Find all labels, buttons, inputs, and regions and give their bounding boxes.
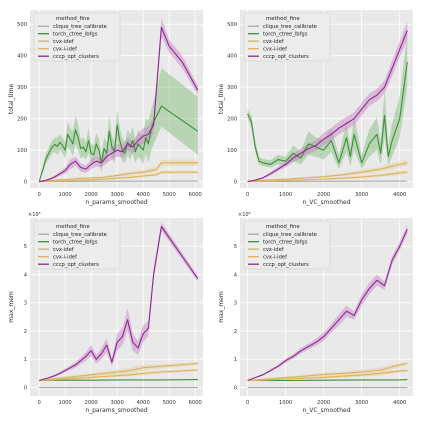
y-tick-label: 400 xyxy=(17,53,27,59)
x-tick-label: 2000 xyxy=(85,192,98,198)
y-tick-label: 0 xyxy=(234,179,237,185)
legend-label: cvx-i-idef xyxy=(263,255,287,261)
y-tick-label: 5 xyxy=(234,244,237,250)
legend-label: clique_tree_calibrate xyxy=(263,232,317,238)
y-tick-label: 0 xyxy=(24,179,27,185)
legend-label: cvx-i-idef xyxy=(53,255,77,261)
legend-label: cvx-idef xyxy=(263,39,284,45)
x-tick-label: 5000 xyxy=(163,400,176,406)
x-tick-label: 4000 xyxy=(393,192,406,198)
y-tick-label: 1 xyxy=(24,357,27,363)
x-tick-label: 1000 xyxy=(279,400,292,406)
legend-title: method_fine xyxy=(266,224,300,230)
legend-label: torch_ctree_lbfgs xyxy=(263,32,308,38)
x-tick-label: 5000 xyxy=(163,192,176,198)
x-axis-label: n_VC_smoothed xyxy=(302,407,350,414)
x-tick-label: 0 xyxy=(37,192,40,198)
x-tick-label: 3000 xyxy=(355,192,368,198)
x-axis-label: n_VC_smoothed xyxy=(302,199,350,206)
y-tick-label: 3 xyxy=(234,301,237,307)
y-axis-label: total_time xyxy=(218,84,225,115)
y-tick-label: 300 xyxy=(227,85,237,91)
y-tick-label: 0 xyxy=(24,385,27,391)
y-tick-label: 100 xyxy=(227,148,237,154)
y-axis-label: max_mem xyxy=(8,291,15,323)
x-tick-label: 0 xyxy=(37,400,40,406)
legend-label: cvx-idef xyxy=(53,247,74,253)
x-tick-label: 0 xyxy=(246,192,249,198)
y-tick-label: 200 xyxy=(17,116,27,122)
y-tick-label: 4 xyxy=(234,272,238,278)
y-tick-label: 100 xyxy=(17,148,27,154)
legend-label: torch_ctree_lbfgs xyxy=(53,32,98,38)
legend-label: cccp_opt_clusters xyxy=(263,262,309,268)
chart-panel-1: 0 1000 2000 3000 4000 5000 6000 0 100 200 300 400 50… xyxy=(8,10,203,206)
legend-label: clique_tree_calibrate xyxy=(53,24,107,30)
legend-label: clique_tree_calibrate xyxy=(263,24,317,30)
x-tick-label: 4000 xyxy=(393,400,406,406)
legend: method_fine clique_tree_calibrate torch_ct… xyxy=(34,221,120,269)
y-tick-label: 400 xyxy=(227,53,237,59)
y-axis-exponent: ×10⁸ xyxy=(238,212,251,218)
y-tick-label: 1 xyxy=(234,357,237,363)
chart-panel-2: 0 1000 2000 3000 4000 0 100 200 300 400 500 n_VC_sm… xyxy=(218,10,413,206)
legend-label: cccp_opt_clusters xyxy=(53,54,99,60)
y-axis-label: max_mem xyxy=(218,291,225,323)
x-tick-label: 3000 xyxy=(355,400,368,406)
legend-label: torch_ctree_lbfgs xyxy=(263,240,308,246)
x-tick-label: 4000 xyxy=(137,192,150,198)
x-tick-label: 3000 xyxy=(111,400,124,406)
legend-label: cccp_opt_clusters xyxy=(53,262,99,268)
x-tick-label: 2000 xyxy=(85,400,98,406)
x-tick-label: 1000 xyxy=(279,192,292,198)
x-tick-label: 4000 xyxy=(137,400,150,406)
x-tick-label: 6000 xyxy=(189,192,202,198)
y-tick-label: 500 xyxy=(227,22,237,28)
y-tick-label: 200 xyxy=(227,116,237,122)
y-tick-label: 0 xyxy=(234,385,237,391)
x-axis-label: n_params_smoothed xyxy=(85,199,148,206)
legend-label: clique_tree_calibrate xyxy=(53,232,107,238)
x-tick-label: 1000 xyxy=(59,192,72,198)
legend-title: method_fine xyxy=(56,16,90,22)
y-axis-exponent: ×10⁸ xyxy=(28,212,41,218)
x-tick-label: 2000 xyxy=(317,192,330,198)
y-tick-label: 5 xyxy=(24,244,27,250)
x-tick-label: 2000 xyxy=(317,400,330,406)
y-tick-label: 300 xyxy=(17,85,27,91)
x-tick-label: 1000 xyxy=(59,400,72,406)
legend-label: torch_ctree_lbfgs xyxy=(53,240,98,246)
y-tick-label: 3 xyxy=(24,301,27,307)
x-tick-label: 3000 xyxy=(111,192,124,198)
x-tick-label: 6000 xyxy=(189,400,202,406)
legend-label: cccp_opt_clusters xyxy=(263,54,309,60)
legend: method_fine clique_tree_calibrate torch_ct… xyxy=(244,221,330,269)
y-tick-label: 4 xyxy=(24,272,28,278)
y-axis-label: total_time xyxy=(8,84,15,115)
y-tick-label: 2 xyxy=(24,329,27,335)
legend-label: cvx-idef xyxy=(53,39,74,45)
legend: method_fine clique_tree_calibrate torch_ct… xyxy=(34,13,120,61)
legend-label: cvx-i-idef xyxy=(53,47,77,53)
legend-title: method_fine xyxy=(266,16,300,22)
legend-label: cvx-idef xyxy=(263,247,284,253)
legend: method_fine clique_tree_calibrate torch_ct… xyxy=(244,13,330,61)
y-tick-label: 2 xyxy=(234,329,237,335)
chart-panel-3: 0 1000 2000 3000 4000 5000 6000 0 1 2 3 4 5 n_params_… xyxy=(8,212,203,414)
legend-title: method_fine xyxy=(56,224,90,230)
legend-label: cvx-i-idef xyxy=(263,47,287,53)
chart-panel-4: 0 1000 2000 3000 4000 0 1 2 3 4 5 n_VC_smoothed max_… xyxy=(218,212,413,414)
y-tick-label: 500 xyxy=(17,22,27,28)
x-axis-label: n_params_smoothed xyxy=(85,407,148,414)
x-tick-label: 0 xyxy=(246,400,249,406)
